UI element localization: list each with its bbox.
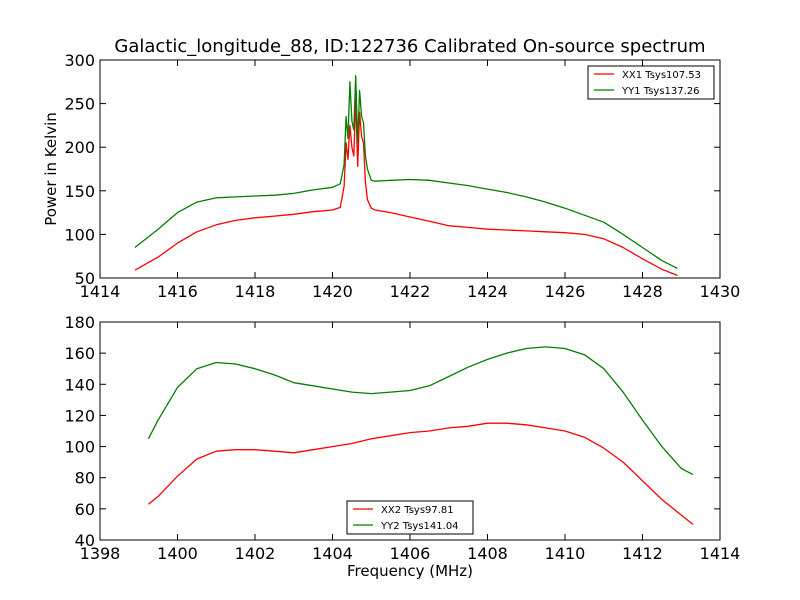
top-series-line-yy — [134, 75, 678, 269]
top-spectrum-panel: 1414 1416 1418 1420 1422 1424 1426 1428 1430 50 10… — [42, 51, 740, 301]
top-y-tick-label: 200 — [64, 138, 95, 157]
top-x-tick-label: 1424 — [467, 282, 508, 301]
top-legend-label-yy1: YY1 Tsys137.26 — [621, 86, 700, 97]
top-legend-box — [587, 65, 715, 100]
bottom-y-tick-label: 160 — [64, 344, 95, 363]
top-y-tick-label: 50 — [75, 269, 95, 288]
top-y-tick-label: 250 — [64, 95, 95, 114]
bottom-y-tick-label: 120 — [64, 406, 95, 425]
bottom-y-tick-label: 60 — [75, 500, 95, 519]
bottom-x-tick-label: 1398 — [80, 544, 121, 563]
bottom-y-tick-label: 80 — [75, 469, 95, 488]
bottom-legend-label-yy2: YY2 Tsys141.04 — [380, 521, 459, 532]
bottom-legend: XX2 Tsys97.81 YY2 Tsys141.04 — [346, 500, 474, 535]
bottom-y-tick-label: 100 — [64, 438, 95, 457]
top-ticks: 1414 1416 1418 1420 1422 1424 1426 1428 1430 50 10… — [64, 51, 740, 301]
bottom-legend-box — [346, 500, 474, 535]
top-legend: XX1 Tsys107.53 YY1 Tsys137.26 — [587, 65, 715, 100]
top-y-tick-label: 100 — [64, 225, 95, 244]
bottom-spectrum-panel: 1398 1400 1402 1404 1406 1408 1410 1412 1414 40 60… — [64, 313, 740, 580]
bottom-series-layer — [147, 346, 694, 525]
bottom-x-tick-label: 1402 — [235, 544, 276, 563]
bottom-x-tick-label: 1404 — [312, 544, 353, 563]
top-x-tick-label: 1422 — [390, 282, 431, 301]
chart-title: Galactic_longitude_88, ID:122736 Calibra… — [114, 36, 705, 57]
top-series-layer — [134, 75, 678, 277]
bottom-x-tick-label: 1414 — [700, 544, 741, 563]
bottom-x-tick-label: 1408 — [467, 544, 508, 563]
bottom-series-line-xx — [147, 422, 694, 525]
top-x-tick-label: 1418 — [235, 282, 276, 301]
top-y-axis-label: Power in Kelvin — [42, 112, 60, 226]
bottom-y-tick-label: 140 — [64, 375, 95, 394]
top-y-tick-label: 300 — [64, 51, 95, 70]
top-x-tick-label: 1428 — [622, 282, 663, 301]
bottom-series-line-yy — [147, 346, 694, 476]
top-y-tick-label: 150 — [64, 182, 95, 201]
top-x-tick-label: 1416 — [157, 282, 198, 301]
bottom-ticks: 1398 1400 1402 1404 1406 1408 1410 1412 1414 40 60… — [64, 313, 740, 563]
top-x-tick-label: 1430 — [700, 282, 741, 301]
top-series-line-xx — [134, 98, 678, 277]
top-x-tick-label: 1414 — [80, 282, 121, 301]
bottom-x-tick-label: 1410 — [545, 544, 586, 563]
top-x-tick-label: 1426 — [545, 282, 586, 301]
bottom-y-tick-label: 40 — [75, 531, 95, 550]
top-legend-label-xx1: XX1 Tsys107.53 — [622, 70, 701, 81]
bottom-x-tick-label: 1412 — [622, 544, 663, 563]
bottom-legend-label-xx2: XX2 Tsys97.81 — [381, 505, 454, 516]
bottom-x-axis-label: Frequency (MHz) — [347, 562, 473, 580]
bottom-y-tick-label: 180 — [64, 313, 95, 332]
top-x-tick-label: 1420 — [312, 282, 353, 301]
bottom-x-tick-label: 1406 — [390, 544, 431, 563]
bottom-x-tick-label: 1400 — [157, 544, 198, 563]
